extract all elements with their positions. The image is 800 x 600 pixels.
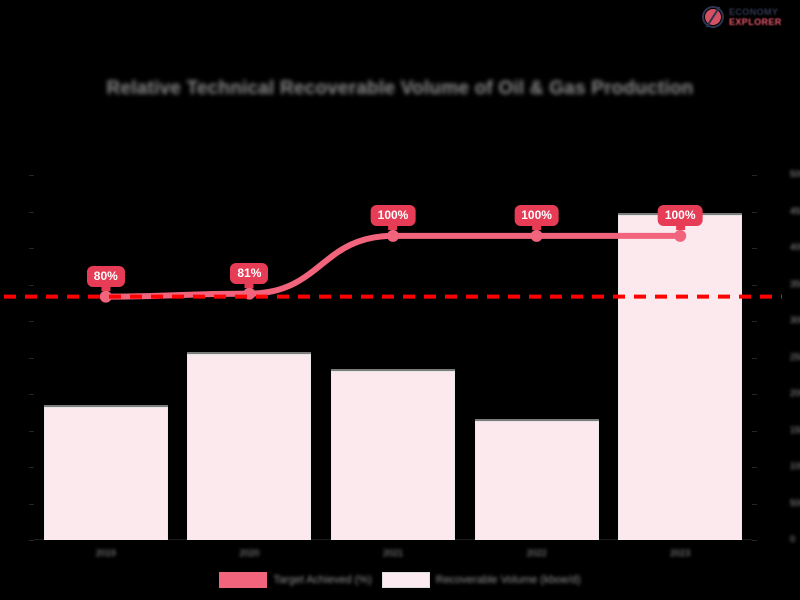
y-tick-label-right: 1500 [790,424,800,435]
y-tick-left [29,175,34,176]
data-label-2023: 100% [657,204,703,226]
x-axis-label-2020: 2020 [239,548,260,558]
y-tick-right [752,357,757,359]
y-tick-left [29,430,34,432]
x-axis-label-2022: 2022 [526,548,547,558]
plot-area: 120%110%100%90%80%70%60%50%40%30%20% 500… [4,169,800,558]
logo-line-2: EXPLORER [729,16,782,27]
chart-title: Relative Technical Recoverable Volume of… [106,78,694,99]
y-tick-label-right: 500 [790,497,800,508]
legend-swatch-line [219,572,268,588]
y-tick-left [29,503,34,505]
y-tick-label-right: 4500 [790,205,800,216]
y-tick-right [752,503,757,505]
y-tick-right [752,175,757,176]
y-tick-label-right: 2500 [790,351,800,362]
y-tick-right [752,248,757,249]
y-tick-left [29,394,34,395]
y-tick-right [752,321,757,322]
bar-2023[interactable] [618,212,743,540]
x-axis-label-2023: 2023 [670,548,691,558]
data-label-2022: 100% [514,204,559,226]
logo-line-1: ECONOMY [729,6,779,17]
y-tick-label-right: 5000 [790,169,800,179]
y-tick-label-right: 1000 [790,461,800,471]
y-tick-right [752,211,757,213]
x-axis-label-2019: 2019 [95,548,116,558]
bar-2019[interactable] [43,405,168,540]
y-tick-right [752,540,757,541]
line-marker-2020[interactable] [243,287,256,300]
legend-swatch-bar [381,572,430,588]
y-tick-left [29,284,34,286]
y-tick-label-right: 2000 [790,388,800,398]
line-marker-2021[interactable] [387,229,399,242]
y-tick-right [752,394,757,395]
y-tick-left [29,211,34,213]
legend-item-bar[interactable]: Recoverable Volume (kboe/d) [381,572,581,588]
data-label-2019: 80% [86,265,125,287]
line-marker-2019[interactable] [99,290,112,303]
y-tick-left [29,540,34,541]
x-axis-label-2021: 2021 [382,548,404,558]
line-marker-2022[interactable] [530,229,543,242]
y-tick-left [29,467,34,468]
y-tick-left [29,321,34,322]
brand-logo: ECONOMY EXPLORER [700,2,792,32]
bar-2021[interactable] [331,368,455,540]
chart-legend: Target Achieved (%) Recoverable Volume (… [0,568,800,592]
y-tick-label-right: 4000 [790,242,800,252]
data-label-2021: 100% [370,204,416,226]
y-tick-left [29,248,34,249]
logo-circle-icon [700,4,726,30]
y-tick-label-right: 3000 [790,315,800,325]
legend-label-bar: Recoverable Volume (kboe/d) [435,574,581,586]
legend-item-line[interactable]: Target Achieved (%) [219,572,372,588]
y-tick-right [752,467,757,468]
bar-2022[interactable] [474,418,599,540]
y-tick-label-right: 0 [790,534,796,544]
y-tick-label-right: 3500 [790,278,800,289]
y-tick-right [752,430,757,432]
data-label-2020: 81% [230,262,269,284]
bar-2020[interactable] [187,352,312,540]
line-path [102,232,684,300]
y-tick-right [752,284,757,286]
y-tick-left [29,357,34,359]
legend-label-line: Target Achieved (%) [273,574,372,586]
logo-wordmark: ECONOMY EXPLORER [729,6,782,27]
